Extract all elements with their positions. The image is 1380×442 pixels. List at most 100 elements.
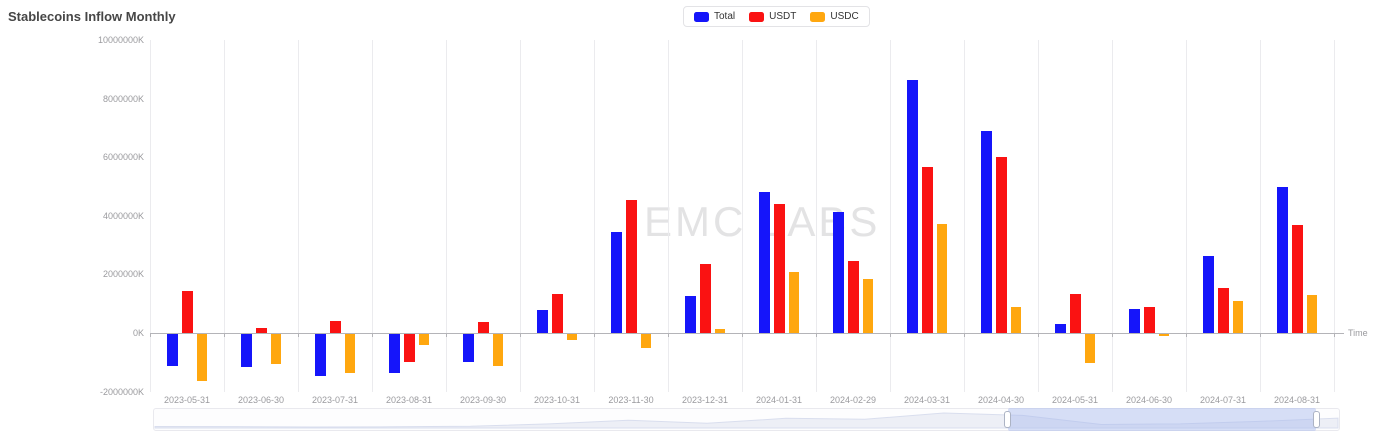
bar-total-2023-06-30[interactable]: [241, 334, 252, 368]
datazoom-track[interactable]: [153, 408, 1340, 431]
bar-usdt-2023-06-30[interactable]: [256, 328, 267, 333]
bar-total-2024-02-29[interactable]: [833, 212, 844, 333]
legend-label: USDC: [830, 11, 859, 22]
legend-item-usdc[interactable]: USDC: [810, 11, 859, 22]
bar-total-2024-08-31[interactable]: [1277, 186, 1288, 333]
legend-swatch-usdc: [810, 11, 826, 22]
bar-total-2023-05-31[interactable]: [167, 334, 178, 367]
x-axis-tick: [890, 333, 891, 337]
bar-total-2023-09-30[interactable]: [463, 334, 474, 362]
legend-label: USDT: [769, 11, 797, 22]
vertical-gridline: [964, 40, 965, 392]
vertical-gridline: [890, 40, 891, 392]
x-axis-tick-label: 2024-01-31: [755, 394, 803, 405]
x-axis-tick-label: 2023-11-30: [608, 394, 654, 405]
vertical-gridline: [1334, 40, 1335, 392]
vertical-gridline: [816, 40, 817, 392]
bar-total-2023-10-31[interactable]: [537, 310, 548, 333]
y-axis-tick-label: -2000000K: [99, 386, 144, 397]
x-axis-tick: [742, 333, 743, 337]
bar-usdt-2023-09-30[interactable]: [478, 321, 489, 333]
bar-total-2024-06-30[interactable]: [1129, 308, 1140, 333]
x-axis-tick: [668, 333, 669, 337]
x-axis-tick-label: 2023-09-30: [459, 394, 507, 405]
bar-usdt-2023-11-30[interactable]: [626, 199, 637, 333]
page-title: Stablecoins Inflow Monthly: [8, 9, 176, 24]
bar-usdt-2023-10-31[interactable]: [552, 293, 563, 333]
bar-usdc-2024-07-31[interactable]: [1232, 301, 1244, 333]
y-axis-tick-label: 2000000K: [102, 269, 144, 280]
x-axis-tick-label: 2023-05-31: [163, 394, 211, 405]
vertical-gridline: [298, 40, 299, 392]
vertical-gridline: [594, 40, 595, 392]
bar-usdt-2024-07-31[interactable]: [1218, 288, 1229, 333]
bar-total-2023-11-30[interactable]: [611, 231, 622, 333]
x-axis-tick-label: 2024-04-30: [977, 394, 1025, 405]
bar-usdt-2024-02-29[interactable]: [848, 260, 859, 333]
datazoom-right-handle[interactable]: [1312, 411, 1320, 428]
bar-usdt-2024-06-30[interactable]: [1144, 306, 1155, 333]
x-axis-title: Time: [1348, 328, 1368, 338]
bar-usdt-2024-05-31[interactable]: [1070, 294, 1081, 333]
bar-usdc-2024-08-31[interactable]: [1306, 295, 1318, 333]
bar-usdc-2023-09-30[interactable]: [492, 334, 504, 366]
x-axis-tick: [964, 333, 965, 337]
bar-total-2024-05-31[interactable]: [1055, 323, 1066, 333]
vertical-gridline: [1038, 40, 1039, 392]
bar-usdc-2024-04-30[interactable]: [1010, 307, 1022, 333]
x-axis-tick: [372, 333, 373, 337]
bar-usdc-2024-05-31[interactable]: [1084, 334, 1096, 363]
x-axis-tick: [1260, 333, 1261, 337]
bar-usdc-2023-05-31[interactable]: [196, 334, 208, 381]
bar-usdt-2024-03-31[interactable]: [922, 166, 933, 333]
x-axis-tick-label: 2024-05-31: [1051, 394, 1099, 405]
bar-usdc-2023-11-30[interactable]: [640, 334, 652, 348]
bar-usdt-2023-07-31[interactable]: [330, 320, 341, 333]
datazoom-selected-range[interactable]: [1007, 408, 1317, 431]
bar-total-2024-03-31[interactable]: [907, 79, 918, 333]
bar-usdc-2024-02-29[interactable]: [862, 278, 874, 333]
datazoom-left-handle[interactable]: [1004, 411, 1012, 428]
bar-total-2024-01-31[interactable]: [759, 192, 770, 333]
bar-usdt-2023-12-31[interactable]: [700, 264, 711, 333]
bar-usdt-2024-01-31[interactable]: [774, 204, 785, 333]
bar-usdc-2023-08-31[interactable]: [418, 334, 430, 345]
legend-swatch-usdt: [749, 11, 765, 22]
legend-label: Total: [714, 11, 736, 22]
y-axis-tick-label: 0K: [132, 328, 144, 338]
x-axis-tick: [1186, 333, 1187, 337]
bar-total-2023-08-31[interactable]: [389, 334, 400, 374]
bar-usdt-2023-05-31[interactable]: [182, 290, 193, 333]
bar-total-2024-07-31[interactable]: [1203, 256, 1214, 333]
bar-usdc-2024-03-31[interactable]: [936, 224, 948, 333]
bar-usdt-2023-08-31[interactable]: [404, 334, 415, 363]
x-axis-tick-label: 2024-06-30: [1125, 394, 1173, 405]
x-axis-tick: [446, 333, 447, 337]
bar-usdc-2024-06-30[interactable]: [1158, 334, 1170, 336]
x-axis-tick-label: 2024-07-31: [1199, 394, 1247, 405]
x-axis-tick: [1334, 333, 1335, 337]
bar-total-2023-12-31[interactable]: [685, 296, 696, 333]
legend-item-usdt[interactable]: USDT: [749, 11, 796, 22]
bar-usdc-2023-07-31[interactable]: [344, 334, 356, 374]
legend: Total USDT USDC: [683, 6, 870, 27]
bar-total-2024-04-30[interactable]: [981, 130, 992, 333]
datazoom-shadow-sparkline: [154, 412, 1339, 429]
bar-total-2023-07-31[interactable]: [315, 334, 326, 377]
x-axis-tick: [520, 333, 521, 337]
legend-item-total[interactable]: Total: [694, 11, 735, 22]
bar-usdt-2024-08-31[interactable]: [1292, 224, 1303, 333]
bar-usdc-2023-06-30[interactable]: [270, 334, 282, 365]
x-axis-tick: [224, 333, 225, 337]
x-axis-tick: [1112, 333, 1113, 337]
vertical-gridline: [372, 40, 373, 392]
bar-usdc-2023-12-31[interactable]: [714, 328, 726, 333]
y-axis-tick-label: 8000000K: [102, 93, 144, 104]
x-axis-tick-label: 2024-02-29: [829, 394, 877, 405]
bar-usdt-2024-04-30[interactable]: [996, 157, 1007, 333]
bar-usdc-2024-01-31[interactable]: [788, 272, 800, 333]
y-axis-tick-label: 6000000K: [102, 152, 144, 163]
x-axis-tick-label: 2023-10-31: [533, 394, 581, 405]
bar-usdc-2023-10-31[interactable]: [566, 334, 578, 341]
